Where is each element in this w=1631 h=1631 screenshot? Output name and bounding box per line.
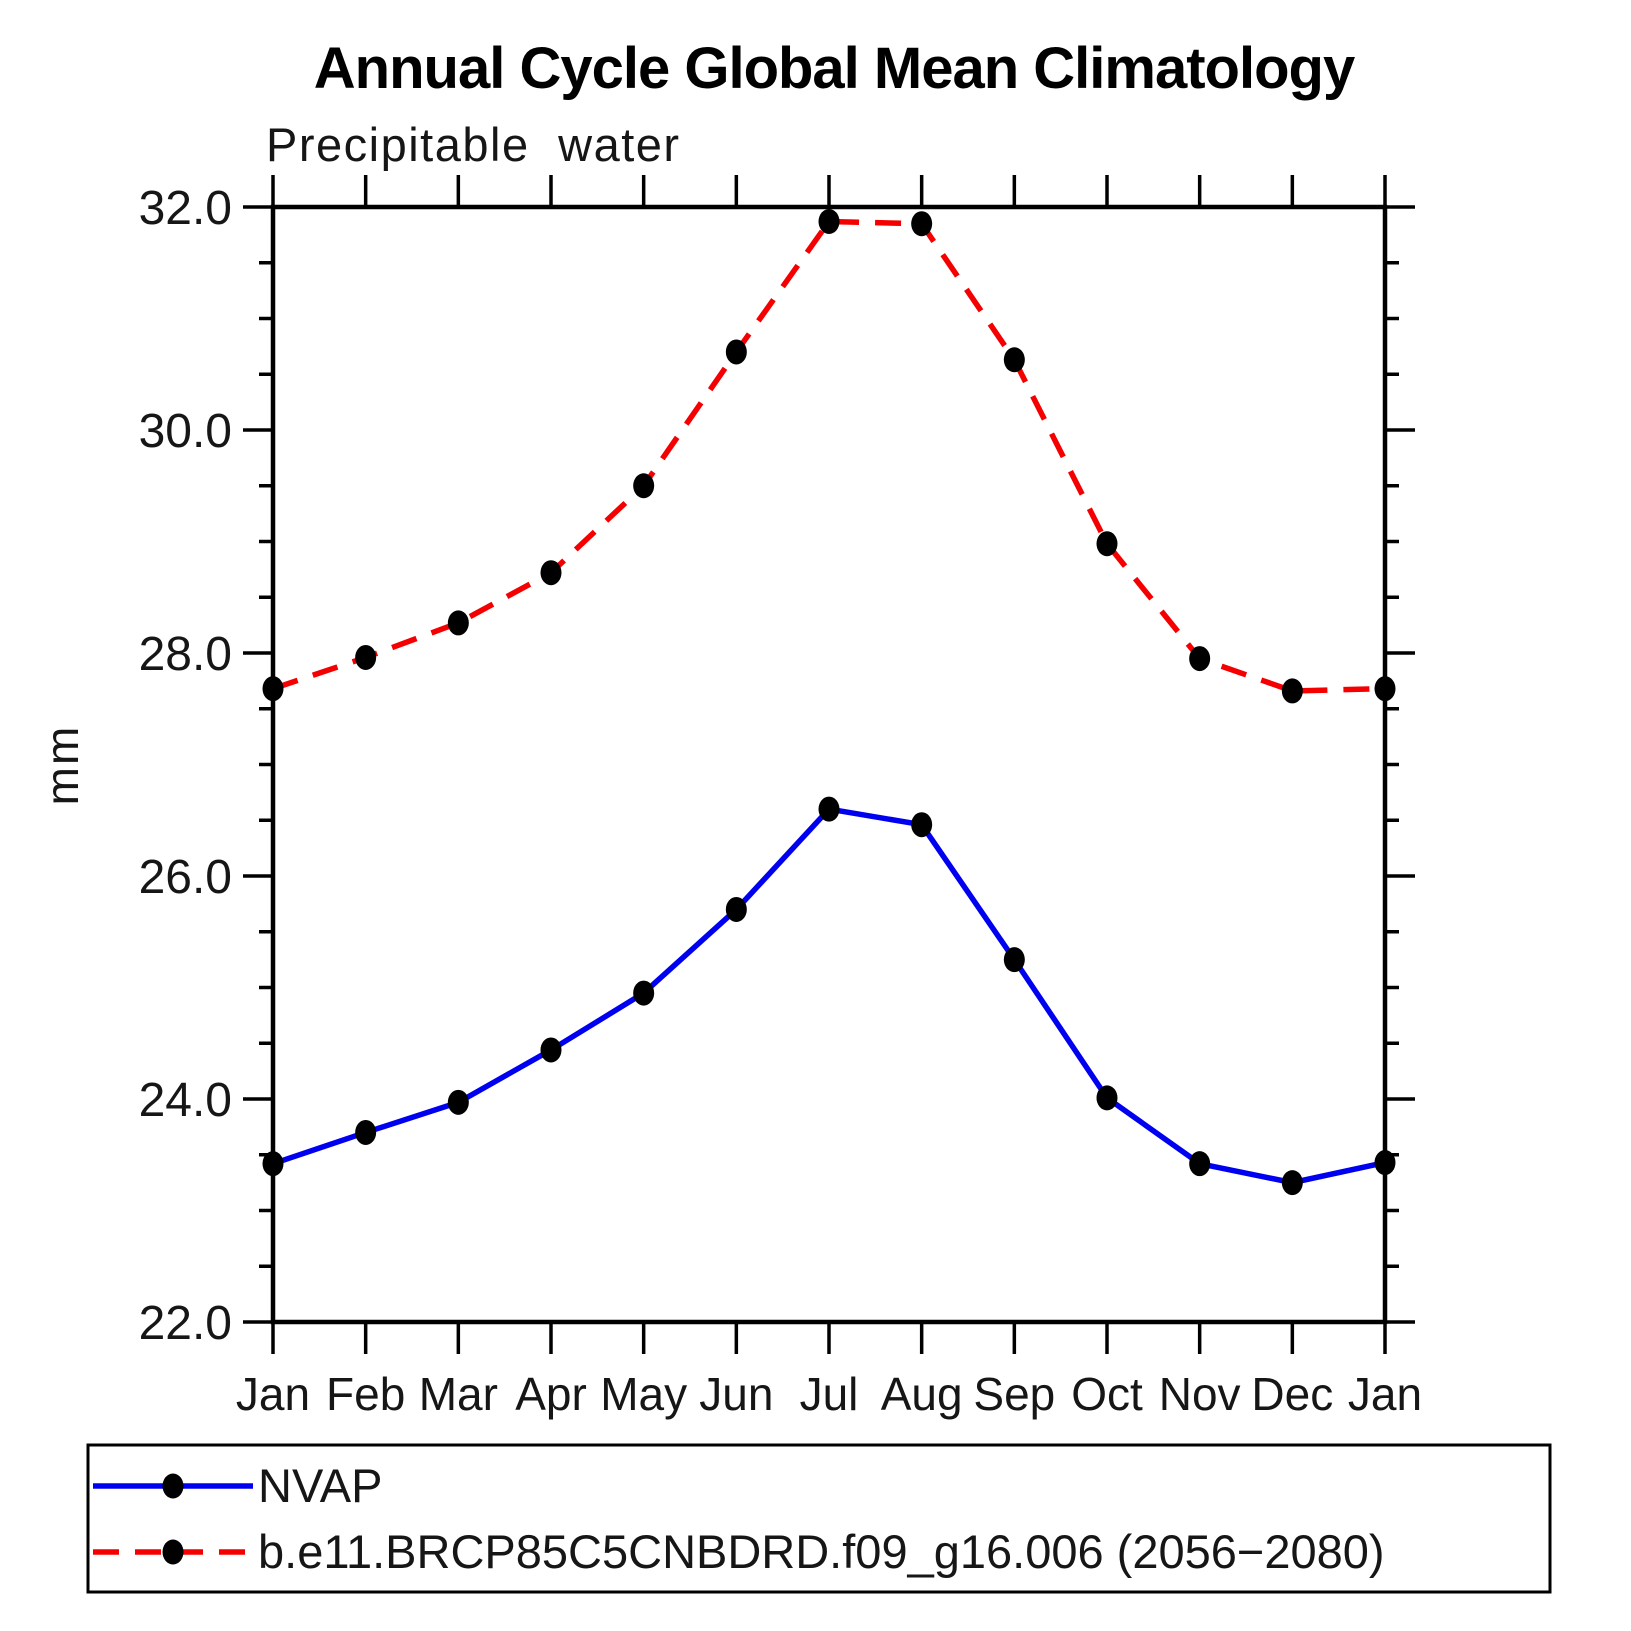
- x-tick-label: Nov: [1159, 1368, 1241, 1420]
- x-tick-label: Jan: [1348, 1368, 1422, 1420]
- legend-marker-icon: [162, 1539, 184, 1565]
- legend-label-nvap: NVAP: [258, 1459, 383, 1512]
- chart-subtitle: Precipitable water: [266, 118, 681, 171]
- data-point-marker: [1281, 1170, 1303, 1196]
- data-point-marker: [540, 1037, 562, 1063]
- legend-label-model: b.e11.BRCP85C5CNBDRD.f09_g16.006 (2056−2…: [258, 1525, 1385, 1578]
- data-point-marker: [1003, 947, 1025, 973]
- data-point-marker: [818, 796, 840, 822]
- x-tick-label: May: [600, 1368, 687, 1420]
- x-tick-label: Jan: [236, 1368, 310, 1420]
- plot-frame: [270, 204, 1388, 1325]
- data-point-marker: [725, 896, 747, 922]
- legend-border: [86, 1443, 1552, 1594]
- data-point-marker: [540, 560, 562, 586]
- data-point-marker: [818, 208, 840, 234]
- data-point-marker: [1281, 678, 1303, 704]
- x-tick-label: Mar: [419, 1368, 498, 1420]
- series-line-model: [272, 218, 1386, 694]
- data-point-marker: [633, 473, 655, 499]
- legend-box: NVAP b.e11.BRCP85C5CNBDRD.f09_g16.006 (2…: [86, 1443, 1552, 1594]
- data-point-marker: [725, 339, 747, 365]
- data-point-marker: [355, 644, 377, 670]
- legend-entry-nvap: NVAP: [93, 1459, 383, 1512]
- x-tick-label: Apr: [515, 1368, 587, 1420]
- chart-title: Annual Cycle Global Mean Climatology: [314, 36, 1355, 101]
- data-point-marker: [262, 1151, 284, 1177]
- data-point-marker: [1189, 646, 1211, 672]
- data-point-marker: [1374, 676, 1396, 702]
- data-point-marker: [1096, 1085, 1118, 1111]
- data-point-marker: [447, 610, 469, 636]
- data-point-marker: [633, 980, 655, 1006]
- series-line-nvap: [272, 806, 1386, 1186]
- data-point-marker: [447, 1089, 469, 1115]
- data-point-marker: [1003, 347, 1025, 373]
- x-tick-label: Sep: [973, 1368, 1055, 1420]
- data-point-marker: [911, 812, 933, 838]
- data-point-marker: [1096, 531, 1118, 557]
- data-point-marker: [1374, 1150, 1396, 1176]
- y-tick-label: 22.0: [139, 1297, 232, 1350]
- x-tick-label: Feb: [326, 1368, 405, 1420]
- y-tick-label: 26.0: [139, 851, 232, 904]
- data-point-marker: [911, 211, 933, 237]
- data-point-marker: [1189, 1151, 1211, 1177]
- x-tick-label: Dec: [1251, 1368, 1333, 1420]
- y-tick-label: 28.0: [139, 628, 232, 681]
- y-axis-label: mm: [36, 725, 88, 806]
- x-tick-label: Jun: [699, 1368, 773, 1420]
- data-point-marker: [355, 1119, 377, 1145]
- x-tick-label: Oct: [1071, 1368, 1143, 1420]
- x-tick-label: Jul: [800, 1368, 859, 1420]
- y-tick-label: 30.0: [139, 405, 232, 458]
- y-tick-label: 24.0: [139, 1074, 232, 1127]
- data-point-marker: [262, 676, 284, 702]
- legend-marker-icon: [162, 1473, 184, 1499]
- legend-entry-model: b.e11.BRCP85C5CNBDRD.f09_g16.006 (2056−2…: [93, 1525, 1385, 1578]
- y-tick-label: 32.0: [139, 182, 232, 235]
- x-tick-label: Aug: [881, 1368, 963, 1420]
